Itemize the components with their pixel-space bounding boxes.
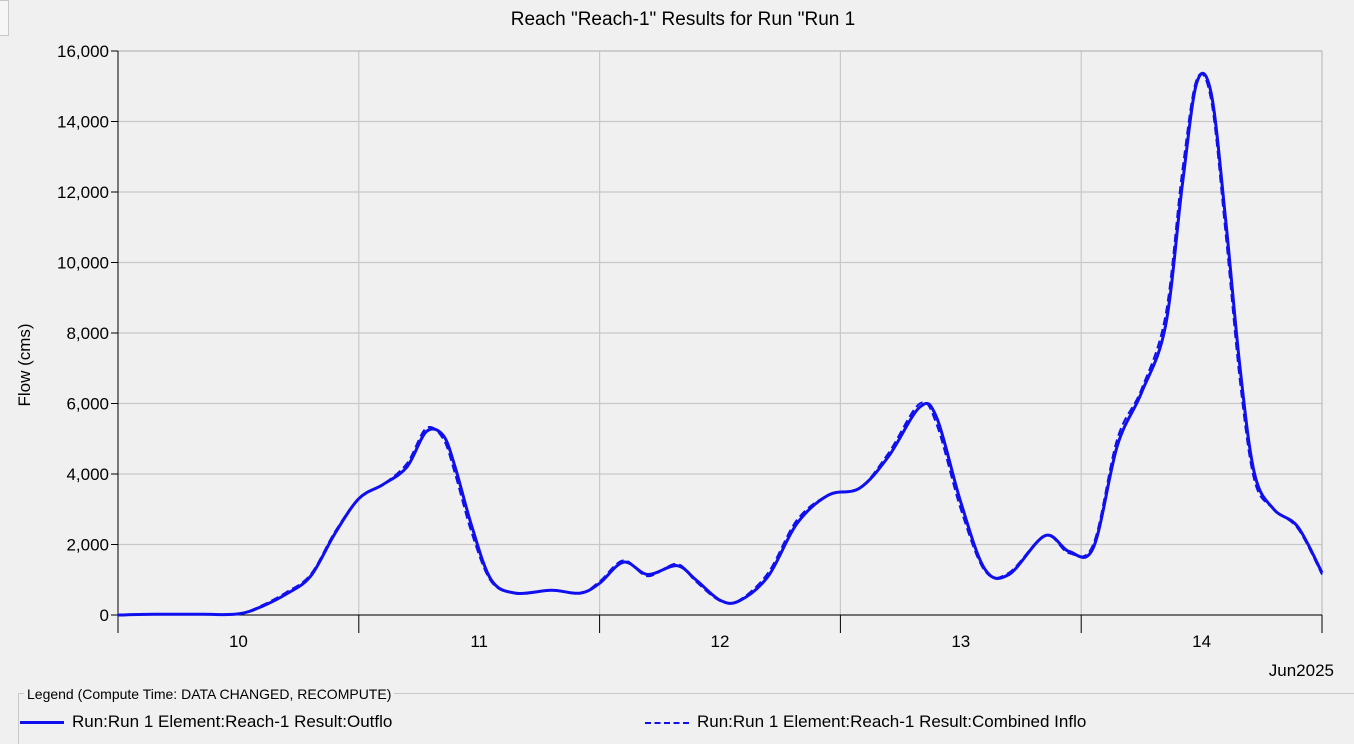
dashed-line-swatch	[645, 721, 689, 724]
legend-item-combined-inflow: Run:Run 1 Element:Reach-1 Result:Combine…	[645, 712, 1131, 732]
window-corner-control[interactable]	[0, 0, 9, 36]
series-line-combined-inflow	[154, 72, 1323, 616]
series-line-outflow	[117, 71, 1324, 617]
legend-panel	[18, 693, 1354, 744]
y-tick-label: 2,000	[66, 536, 109, 555]
legend-item-outflow: Run:Run 1 Element:Reach-1 Result:Outflo	[20, 712, 436, 732]
y-tick-label: 14,000	[57, 113, 109, 132]
legend-label-outflow: Run:Run 1 Element:Reach-1 Result:Outflo	[72, 712, 393, 731]
y-tick-label: 16,000	[57, 42, 109, 61]
x-tick-label: 13	[951, 632, 970, 651]
y-tick-label: 8,000	[66, 324, 109, 343]
y-tick-label: 10,000	[57, 254, 109, 273]
x-tick-label: 11	[470, 632, 488, 651]
x-tick-label: 14	[1192, 632, 1211, 651]
y-tick-label: 12,000	[57, 183, 109, 202]
x-tick-label: 10	[229, 632, 248, 651]
flow-chart: Reach "Reach-1" Results for Run "Run 1 F…	[15, 9, 1334, 680]
chart-title: Reach "Reach-1" Results for Run "Run 1	[511, 9, 855, 30]
legend-title: Legend (Compute Time: DATA CHANGED, RECO…	[24, 686, 395, 702]
x-tick-label: 12	[711, 632, 730, 651]
legend-label-combined-inflow: Run:Run 1 Element:Reach-1 Result:Combine…	[697, 712, 1087, 731]
y-tick-label: 0	[100, 606, 109, 625]
x-axis-month-label: Jun2025	[1269, 661, 1334, 680]
y-axis-label: Flow (cms)	[15, 323, 34, 406]
y-tick-label: 6,000	[66, 395, 109, 414]
y-tick-label: 4,000	[66, 465, 109, 484]
solid-line-swatch	[20, 721, 64, 725]
